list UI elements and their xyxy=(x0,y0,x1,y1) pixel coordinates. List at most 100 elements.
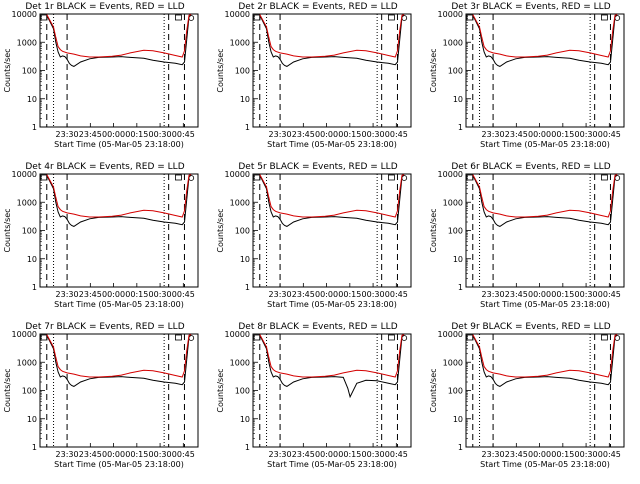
marker-box xyxy=(40,334,48,341)
panel-title: Det 4r BLACK = Events, RED = LLD xyxy=(25,162,184,172)
plot-frame xyxy=(39,13,199,128)
x-tick-label: 00:30 xyxy=(575,290,598,299)
lld-series-line xyxy=(46,334,192,378)
marker-box xyxy=(175,334,182,341)
plot-frame xyxy=(465,333,625,448)
marker-box xyxy=(253,334,261,341)
y-tick-label: 1 xyxy=(458,283,463,292)
x-tick-label: 00:15 xyxy=(338,130,361,139)
x-tick-label: 00:00 xyxy=(528,290,551,299)
panel-title: Det 5r BLACK = Events, RED = LLD xyxy=(238,162,397,172)
panel-title: Det 2r BLACK = Events, RED = LLD xyxy=(238,2,397,12)
x-tick-label: 00:15 xyxy=(551,290,574,299)
x-tick-label: 00:45 xyxy=(598,130,621,139)
x-axis-label: Start Time (05-Mar-05 23:18:00) xyxy=(54,140,184,149)
detector-panel: Det 2r BLACK = Events, RED = LLD 1 10 100 10… xyxy=(216,2,412,149)
y-tick-label: 100 xyxy=(22,67,37,76)
y-axis-label: Counts/sec xyxy=(3,368,12,412)
y-tick-label: 100 xyxy=(448,227,463,236)
x-tick-label: 00:45 xyxy=(385,130,408,139)
y-axis-label: Counts/sec xyxy=(429,208,438,252)
y-tick-label: 1000 xyxy=(17,358,37,367)
x-tick-label: 00:00 xyxy=(315,450,338,459)
x-tick-label: 23:45 xyxy=(292,290,315,299)
events-series-line xyxy=(472,334,618,387)
marker-box xyxy=(175,14,182,21)
y-tick-label: 10 xyxy=(27,255,37,264)
marker-box xyxy=(40,174,48,181)
x-tick-label: 23:30 xyxy=(56,290,79,299)
lld-series-line xyxy=(259,334,405,378)
x-tick-label: 23:30 xyxy=(269,290,292,299)
x-tick-label: 23:30 xyxy=(56,130,79,139)
y-tick-label: 10000 xyxy=(225,10,250,19)
detector-panel: Det 3r BLACK = Events, RED = LLD 1 10 100 10… xyxy=(429,2,625,149)
events-series-line xyxy=(46,334,192,387)
marker-box xyxy=(601,14,608,21)
x-tick-label: 00:30 xyxy=(362,290,385,299)
lld-series-line xyxy=(472,14,618,58)
panel-title: Det 6r BLACK = Events, RED = LLD xyxy=(451,162,610,172)
x-axis-label: Start Time (05-Mar-05 23:18:00) xyxy=(54,300,184,309)
panel-title: Det 8r BLACK = Events, RED = LLD xyxy=(238,322,397,332)
panel-title: Det 7r BLACK = Events, RED = LLD xyxy=(25,322,184,332)
events-series-line xyxy=(46,174,192,227)
x-tick-label: 00:45 xyxy=(172,130,195,139)
x-axis-label: Start Time (05-Mar-05 23:18:00) xyxy=(480,300,610,309)
events-series-line xyxy=(259,174,405,227)
y-tick-label: 1000 xyxy=(443,198,463,207)
y-axis-label: Counts/sec xyxy=(3,208,12,252)
events-series-line xyxy=(472,14,618,67)
y-tick-label: 1000 xyxy=(443,358,463,367)
x-tick-label: 00:30 xyxy=(362,450,385,459)
x-axis-label: Start Time (05-Mar-05 23:18:00) xyxy=(267,140,397,149)
y-tick-label: 100 xyxy=(235,67,250,76)
y-tick-label: 1000 xyxy=(17,38,37,47)
x-tick-label: 00:00 xyxy=(528,450,551,459)
marker-box xyxy=(40,14,48,21)
x-tick-label: 00:45 xyxy=(598,450,621,459)
y-tick-label: 10000 xyxy=(12,330,37,339)
x-tick-label: 23:45 xyxy=(79,450,102,459)
y-tick-label: 1 xyxy=(32,443,37,452)
x-tick-label: 23:45 xyxy=(292,130,315,139)
y-tick-label: 10000 xyxy=(12,170,37,179)
marker-box xyxy=(601,174,608,181)
y-tick-label: 1 xyxy=(32,123,37,132)
y-axis-label: Counts/sec xyxy=(429,368,438,412)
x-tick-label: 23:30 xyxy=(56,450,79,459)
lld-series-line xyxy=(46,174,192,218)
x-tick-label: 00:15 xyxy=(338,450,361,459)
events-series-line xyxy=(46,14,192,67)
y-tick-label: 10000 xyxy=(225,330,250,339)
marker-box xyxy=(175,174,182,181)
y-tick-label: 10 xyxy=(240,95,250,104)
x-tick-label: 23:30 xyxy=(269,130,292,139)
y-tick-label: 100 xyxy=(22,387,37,396)
plot-frame xyxy=(465,13,625,128)
x-tick-label: 00:00 xyxy=(528,130,551,139)
lld-series-line xyxy=(259,14,405,58)
y-tick-label: 10000 xyxy=(225,170,250,179)
y-tick-label: 1000 xyxy=(230,38,250,47)
lld-series-line xyxy=(259,174,405,218)
y-tick-label: 10 xyxy=(453,95,463,104)
y-tick-label: 100 xyxy=(448,387,463,396)
marker-box xyxy=(601,334,608,341)
y-tick-label: 10000 xyxy=(438,10,463,19)
y-tick-label: 1 xyxy=(245,283,250,292)
x-tick-label: 00:45 xyxy=(172,450,195,459)
x-tick-label: 23:45 xyxy=(505,130,528,139)
y-tick-label: 100 xyxy=(235,387,250,396)
x-tick-label: 00:45 xyxy=(385,290,408,299)
x-tick-label: 00:30 xyxy=(575,130,598,139)
y-tick-label: 1 xyxy=(245,123,250,132)
y-tick-label: 10000 xyxy=(12,10,37,19)
marker-box xyxy=(388,14,395,21)
x-tick-label: 00:00 xyxy=(102,130,125,139)
marker-box xyxy=(388,334,395,341)
x-tick-label: 00:30 xyxy=(575,450,598,459)
x-tick-label: 23:30 xyxy=(482,450,505,459)
y-tick-label: 1 xyxy=(458,123,463,132)
